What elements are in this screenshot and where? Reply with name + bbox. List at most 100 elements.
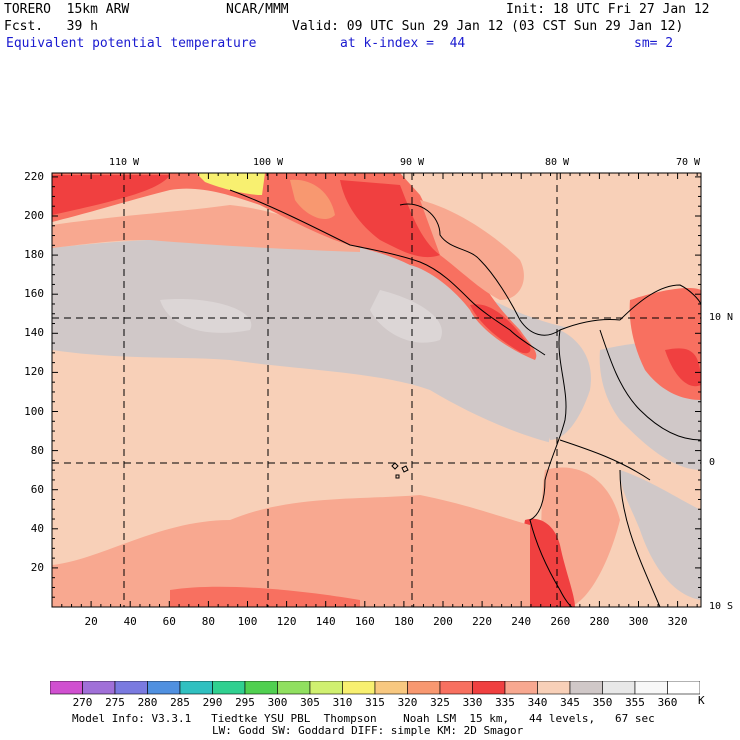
colorbar-label: 320 [397,696,418,709]
smoothing-label: sm= 2 [634,36,674,51]
field-gray-band [52,238,701,463]
colorbar-swatch [212,681,246,695]
x-tick-label: 40 [123,615,137,628]
colorbar-swatch [374,681,408,695]
x-tick-label: 120 [276,615,297,628]
colorbar-label: 300 [267,696,288,709]
y-tick-label: 120 [24,365,44,379]
x-tick-label: 220 [472,615,493,628]
x-tick-label: 300 [628,615,649,628]
init-time: Init: 18 UTC Fri 27 Jan 12 [506,2,710,17]
latitude-label: 10 N [709,312,734,323]
x-tick-label: 260 [550,615,571,628]
border-lines [559,329,701,607]
colorbar-label: 335 [495,696,515,709]
coastline-mexico [229,189,546,356]
field-light-patch [370,290,442,343]
colorbar-unit: K [698,694,705,707]
field-land-gray [620,470,701,600]
colorbar-swatch [50,681,83,695]
colorbar-label: 345 [560,696,580,709]
model-info-line2: LW: Godd SW: Goddard DIFF: simple KM: 2D… [212,724,524,737]
colorbar-swatch [537,681,571,695]
map-frame [51,172,702,608]
colorbar-swatch [472,681,506,695]
colorbar-swatch [114,681,148,695]
x-tick-label: 320 [667,615,688,628]
colorbar-label: 355 [625,696,645,709]
y-tick-label: 180 [24,248,44,262]
field-lower-red [170,586,360,607]
valid-time: Valid: 09 UTC Sun 29 Jan 12 (03 CST Sun … [292,19,684,34]
coastline-sa-north [619,284,701,321]
longitude-label: 70 W [675,157,701,168]
colorbar-swatch [147,681,181,695]
colorbar-swatch [667,681,700,695]
x-tick-label: 240 [511,615,532,628]
colorbar-swatch [179,681,213,695]
longitude-label: 80 W [544,157,570,168]
colorbar-swatch [244,681,278,695]
latitude-label: 10 S [709,601,734,612]
field-red-top [52,173,537,360]
colorbar-label: 310 [332,696,353,709]
colorbar-label: 280 [137,696,158,709]
longitude-label: 90 W [399,157,425,168]
x-tick-label: 60 [162,615,176,628]
field-name: Equivalent potential temperature [6,36,257,51]
y-tick-label: 40 [30,521,44,535]
forecast-hour: Fcst. 39 h [4,19,98,34]
colorbar-label: 325 [430,696,450,709]
field-coast-red [521,518,575,607]
y-tick-label: 200 [24,209,44,222]
colorbar-label: 285 [170,696,190,709]
colorbar-label: 315 [365,696,385,709]
colorbar-label: 295 [235,696,255,709]
x-tick-label: 280 [589,615,610,628]
colorbar-label: 340 [527,696,548,709]
colorbar-swatch [439,681,473,695]
longitude-label: 100 W [252,157,284,168]
y-tick-label: 20 [30,560,44,574]
field-salmon-band [52,205,360,252]
field-light-patch [160,299,252,333]
y-tick-label: 140 [24,326,44,340]
model-info-line1: Model Info: V3.3.1 Tiedtke YSU PBL Thomp… [72,712,655,725]
colorbar-swatch [82,681,116,695]
field-land-red [665,348,701,387]
colorbar-swatch [309,681,343,695]
longitude-label: 110 W [108,157,140,168]
field-land-salmon [420,200,524,300]
colorbar-swatch [634,681,668,695]
colorbar-swatch [407,681,441,695]
y-tick-label: 100 [24,404,44,418]
field-orange-patch [290,179,335,220]
x-tick-label: 100 [237,615,258,628]
colorbar-label: 360 [657,696,678,709]
colorbar-swatch [602,681,636,695]
field-land-gray [548,330,591,440]
y-tick-label: 80 [30,443,44,457]
model-title: TORERO 15km ARW [4,2,130,17]
colorbar-swatch [342,681,376,695]
galapagos-islands [391,462,409,479]
colorbar-label: 290 [202,696,223,709]
coastline-sa-west [529,329,573,607]
y-tick-label: 160 [24,287,44,301]
colorbar-label: 350 [592,696,613,709]
colorbar [50,681,700,695]
colorbar-swatch [277,681,311,695]
x-tick-label: 140 [315,615,336,628]
level-label: at k-index = 44 [340,36,466,51]
field-lower-salmon [52,495,530,607]
field-deep-red [340,180,440,258]
x-tick-label: 80 [201,615,216,628]
latitude-label: 0 [709,457,716,468]
field-deep-red [470,304,531,354]
center-label: NCAR/MMM [226,2,289,17]
x-tick-label: 180 [393,615,414,628]
colorbar-label: 275 [105,696,125,709]
colorbar-label: 270 [72,696,93,709]
x-tick-label: 20 [84,615,98,628]
